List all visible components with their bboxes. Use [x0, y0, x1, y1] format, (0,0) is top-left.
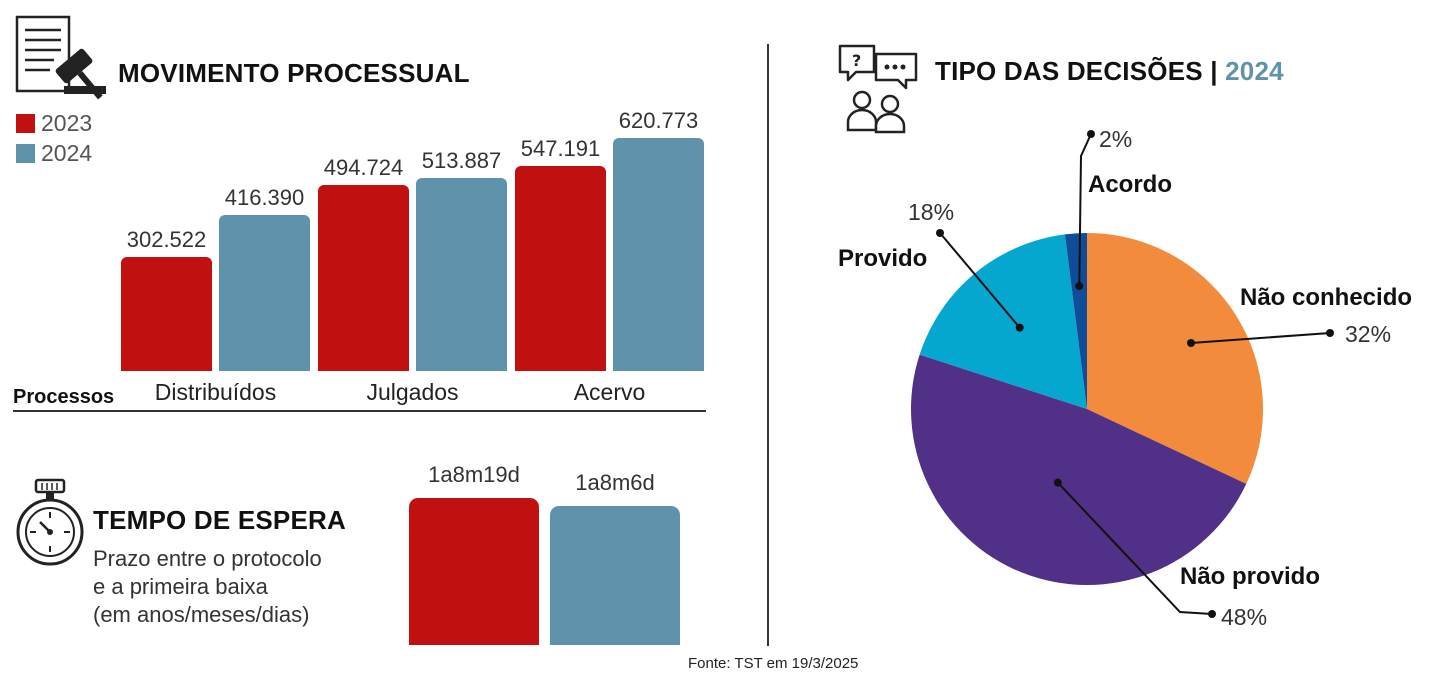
pie-pct-nao-conhecido: 32%: [1345, 321, 1392, 347]
legend-label-2023: 2023: [41, 110, 93, 136]
pie-label-nao-provido: Não provido: [1180, 563, 1321, 590]
svg-text:?: ?: [852, 51, 861, 70]
gavel-document-icon: [15, 15, 106, 100]
movimento-title: MOVIMENTO PROCESSUAL: [118, 58, 470, 88]
pie-slice-acordo: [1064, 233, 1087, 409]
legend: 2023 2024: [16, 110, 92, 167]
leader-dot-nao-provido-1: [1208, 610, 1216, 618]
source-note: Fonte: TST em 19/3/2025: [688, 655, 859, 672]
leader-line-nao-provido: [1057, 481, 1213, 615]
tempo-desc-line3: (em anos/meses/dias): [93, 602, 310, 627]
legend-item-2024: 2024: [16, 140, 92, 167]
tempo-title: TEMPO DE ESPERA: [93, 505, 346, 535]
leader-dot-acordo-0: [1075, 282, 1084, 291]
legend-item-2023: 2023: [16, 110, 92, 137]
bar-distribuidos-2023: [121, 257, 212, 371]
leader-dot-provido-1: [936, 229, 944, 237]
vertical-divider: [767, 44, 769, 646]
value-label-distribuidos-2023: 302.522: [126, 227, 207, 253]
pie-label-nao-conhecido: Não conhecido: [1240, 284, 1413, 311]
bar-julgados-2024: [416, 178, 507, 371]
value-label-acervo-2024: 620.773: [618, 108, 699, 133]
bar-tempo-2024: [550, 506, 680, 645]
axis-baseline: [13, 410, 706, 412]
bar-distribuidos-2024: [219, 214, 310, 371]
legend-swatch-2023: [16, 114, 35, 133]
leader-dot-provido-0: [1015, 323, 1024, 332]
pie-slice-nao-conhecido: [1087, 233, 1263, 484]
tempo-desc-line1: Prazo entre o protocolo: [93, 546, 322, 571]
pie-pct-nao-provido: 48%: [1221, 604, 1268, 630]
row-label-processos: Processos: [13, 386, 115, 408]
legend-swatch-2024: [16, 144, 35, 163]
pie-pct-acordo: 2%: [1099, 126, 1133, 152]
tempo-description: Prazo entre o protocolo e a primeira bai…: [93, 545, 322, 629]
pie-slice-nao-provido: [911, 354, 1247, 585]
category-label-acervo: Acervo: [573, 379, 646, 405]
tempo-desc-line2: e a primeira baixa: [93, 574, 268, 599]
category-label-julgados: Julgados: [366, 379, 459, 405]
decisoes-title: TIPO DAS DECISÕES | 2024: [935, 56, 1284, 87]
leader-dot-nao-conhecido-1: [1326, 329, 1334, 337]
value-label-julgados-2023: 494.724: [323, 155, 404, 181]
pie-label-acordo: Acordo: [1088, 171, 1172, 198]
bar-tempo-2023: [409, 498, 539, 645]
decisoes-title-year: 2024: [1225, 56, 1284, 86]
pie-slice-provido: [919, 234, 1087, 409]
category-label-distribuidos: Distribuídos: [154, 379, 277, 405]
conversation-people-icon: ?: [838, 44, 918, 134]
leader-dot-nao-conhecido-0: [1187, 338, 1196, 347]
pie-pct-provido: 18%: [908, 199, 955, 225]
value-label-julgados-2024: 513.887: [421, 148, 502, 174]
leader-dot-nao-provido-0: [1053, 478, 1062, 487]
bar-acervo-2023: [515, 165, 606, 371]
decisoes-title-main: TIPO DAS DECISÕES |: [935, 56, 1218, 86]
leader-dot-acordo-1: [1087, 130, 1095, 138]
bar-julgados-2023: [318, 185, 409, 371]
value-label-acervo-2023: 547.191: [520, 135, 601, 161]
pie-label-provido: Provido: [838, 245, 928, 272]
value-label-distribuidos-2024: 416.390: [224, 184, 305, 210]
bar-acervo-2024: [613, 138, 704, 371]
stopwatch-icon: [16, 478, 84, 566]
value-label-tempo-2024: 1a8m6d: [575, 470, 655, 496]
value-label-tempo-2023: 1a8m19d: [428, 462, 520, 487]
leader-line-acordo: [1078, 133, 1092, 287]
leader-line-provido: [939, 232, 1021, 329]
legend-label-2024: 2024: [41, 140, 93, 166]
leader-line-nao-conhecido: [1190, 332, 1331, 344]
